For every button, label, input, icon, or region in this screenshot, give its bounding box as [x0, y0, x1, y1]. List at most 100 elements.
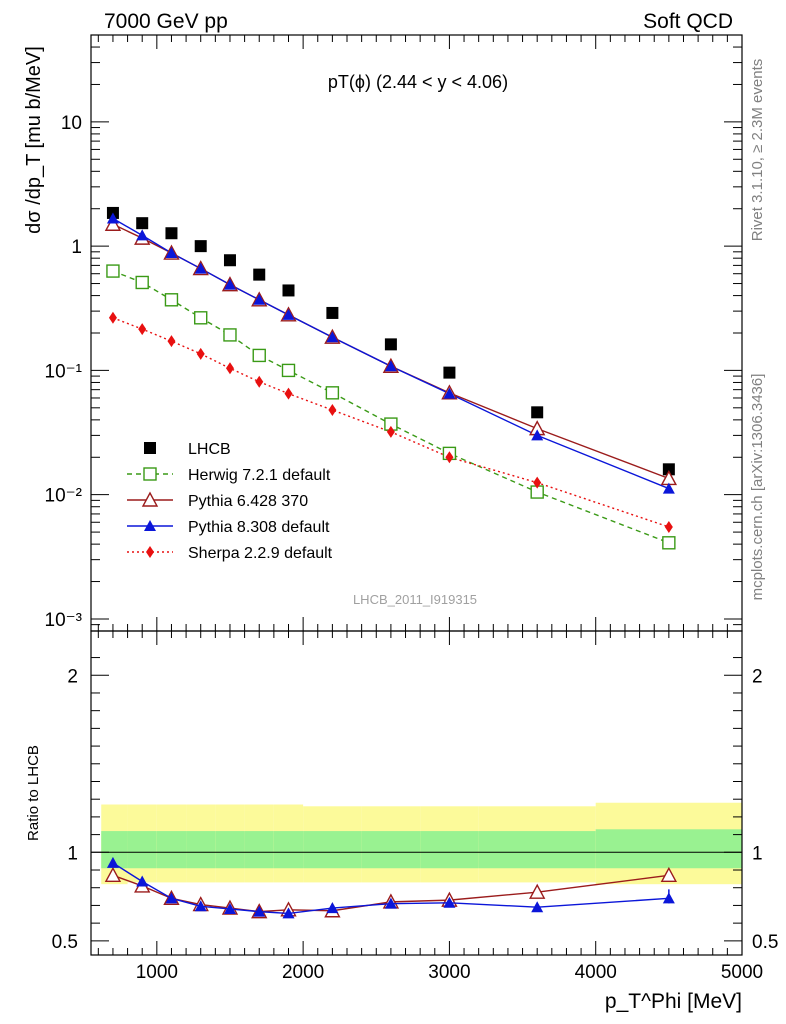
- legend-label-pythia-8-308-default: Pythia 8.308 default: [188, 519, 330, 536]
- lhcb-point: [443, 366, 456, 379]
- legend: LHCB Herwig 7.2.1 default Pythia 6.428 370…: [127, 441, 333, 562]
- herwig-7-2-1-default-point: [281, 363, 296, 378]
- pythia-8-308-default-ratio-line: [112, 862, 669, 915]
- y-axis-label-main: dσ /dp_T [mu b/MeV]: [23, 46, 45, 234]
- sherpa-2-2-9-default-point: [328, 404, 337, 417]
- stat-uncertainty-band: [303, 831, 362, 869]
- lhcb-point: [253, 268, 266, 281]
- lhcb-point: [223, 254, 236, 267]
- stat-uncertainty-band: [420, 831, 479, 869]
- legend-marker-pythia-8-308-default: [144, 520, 156, 531]
- pythia-6-428-370-ratio-point: [529, 883, 546, 899]
- sherpa-2-2-9-default-point: [533, 476, 542, 489]
- pythia-8-308-default-ratio-point: [253, 905, 266, 917]
- lhcb-point: [194, 240, 207, 253]
- herwig-7-2-1-default-point: [106, 264, 120, 278]
- sherpa-2-2-9-default-point: [225, 362, 234, 375]
- pythia-8-308-default-ratio-point: [443, 896, 456, 908]
- legend-marker-herwig-7-2-1-default: [143, 467, 157, 481]
- stat-uncertainty-band: [478, 831, 596, 869]
- sherpa-2-2-9-default-point: [284, 387, 293, 400]
- herwig-7-2-1-default-point: [164, 293, 179, 307]
- pythia-8-308-default-point: [384, 360, 397, 372]
- legend-label-herwig-7-2-1-default: Herwig 7.2.1 default: [188, 467, 331, 484]
- stat-uncertainty-band: [215, 831, 245, 869]
- pythia-8-308-default-ratio-point: [326, 902, 339, 914]
- stat-uncertainty-band: [156, 831, 187, 869]
- x-tick-label: 5000: [721, 962, 763, 983]
- legend-marker-lhcb: [144, 442, 156, 454]
- process-label: Soft QCD: [643, 10, 733, 33]
- sherpa-2-2-9-default-line: [112, 317, 670, 528]
- sherpa-2-2-9-default-point: [167, 335, 176, 348]
- herwig-7-2-1-default-point: [194, 311, 208, 325]
- lhcb-point: [326, 306, 339, 319]
- herwig-7-2-1-default-point: [325, 386, 340, 400]
- y-tick-label-main: 10⁻²: [45, 486, 83, 507]
- pythia-8-308-default-ratio-point: [282, 907, 295, 919]
- herwig-7-2-1-default-line: [112, 270, 670, 544]
- pythia-8-308-default-ratio-point: [223, 902, 236, 914]
- y-axis-label-ratio: Ratio to LHCB: [25, 745, 42, 841]
- pythia-8-308-default-point: [136, 229, 149, 241]
- lhcb-point: [282, 284, 295, 297]
- y-tick-label-ratio-left: 1: [67, 843, 78, 864]
- stat-uncertainty-band: [361, 831, 421, 869]
- pythia-8-308-default-point: [106, 212, 119, 224]
- stat-uncertainty-band: [273, 831, 304, 869]
- ratio-uncertainty-bands: [91, 802, 742, 885]
- lhcb-point: [531, 406, 544, 419]
- y-tick-label-main: 10: [61, 113, 82, 134]
- sherpa-2-2-9-default-point: [445, 451, 454, 464]
- pythia-8-308-default-point: [443, 387, 456, 399]
- pythia-8-308-default-point: [282, 308, 295, 320]
- main-plot-frame: [90, 34, 743, 632]
- lhcb-point: [165, 227, 178, 240]
- collision-label: 7000 GeV pp: [104, 10, 228, 33]
- legend-marker-sherpa-2-2-9-default: [146, 546, 154, 558]
- legend-label-sherpa-2-2-9-default: Sherpa 2.2.9 default: [188, 545, 333, 562]
- pythia-8-308-default-point: [223, 278, 236, 290]
- y-tick-label-ratio-right: 1: [752, 843, 763, 864]
- pythia-8-308-default-ratio-point: [165, 892, 178, 904]
- sherpa-2-2-9-default-point: [196, 347, 205, 360]
- legend-label-lhcb: LHCB: [188, 441, 231, 458]
- lhcb-point: [136, 217, 149, 230]
- axes-ticks: 1000 2000 3000 4000 5000 10⁻³ 10⁻² 10⁻¹ 1 10 0.5 0.…: [45, 34, 778, 983]
- pythia-8-308-default-point: [165, 247, 178, 259]
- pythia-8-308-default-line: [112, 217, 670, 490]
- y-tick-label-main: 10⁻¹: [45, 361, 83, 382]
- sherpa-2-2-9-default-point: [108, 311, 117, 324]
- stat-uncertainty-band: [244, 831, 274, 869]
- x-tick-label: 1000: [136, 962, 178, 983]
- stat-uncertainty-band: [127, 831, 157, 869]
- pythia-8-308-default-ratio-point: [136, 875, 149, 887]
- pythia-8-308-default-ratio-point: [106, 856, 119, 868]
- main-plot-series: [104, 206, 678, 550]
- stat-uncertainty-band: [595, 829, 742, 869]
- y-tick-label-ratio-right: 0.5: [752, 932, 778, 953]
- pythia-8-308-default-ratio-point: [384, 897, 397, 909]
- lhcb-point: [662, 463, 675, 476]
- pythia-8-308-default-point: [194, 262, 207, 274]
- herwig-7-2-1-default-point: [135, 275, 149, 290]
- sherpa-2-2-9-default-point: [255, 375, 264, 388]
- sherpa-2-2-9-default-point: [138, 323, 147, 336]
- pythia-8-308-default-ratio-point: [531, 901, 544, 913]
- legend-marker-pythia-6-428-370: [141, 491, 159, 507]
- x-tick-label: 2000: [282, 962, 324, 983]
- herwig-7-2-1-default-point: [223, 328, 237, 342]
- analysis-id-label: LHCB_2011_I919315: [353, 592, 477, 607]
- legend-label-pythia-6-428-370: Pythia 6.428 370: [188, 493, 308, 510]
- sherpa-2-2-9-default-point: [664, 520, 673, 533]
- pythia-6-428-370-ratio-point: [660, 866, 678, 883]
- pythia-8-308-default-point: [253, 293, 266, 305]
- herwig-7-2-1-default-point: [252, 348, 266, 363]
- sherpa-2-2-9-default-point: [386, 425, 395, 438]
- x-axis-label: p_T^Phi [MeV]: [605, 990, 742, 1013]
- plot-title: pT(ϕ) (2.44 < y < 4.06): [328, 72, 508, 92]
- pythia-8-308-default-point: [531, 429, 544, 441]
- mcplots-reference-label: mcplots.cern.ch [arXiv:1306.3436]: [749, 374, 766, 601]
- y-tick-label-ratio-left: 0.5: [52, 932, 78, 953]
